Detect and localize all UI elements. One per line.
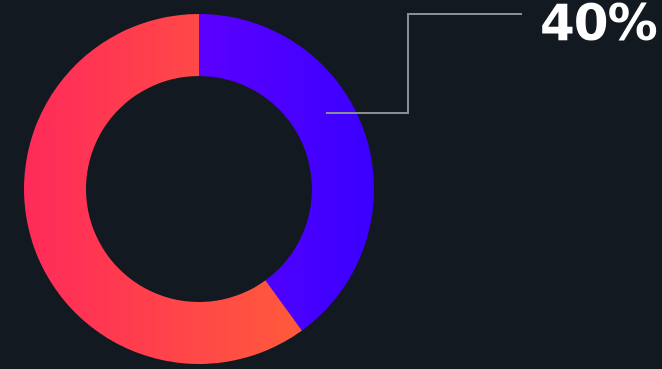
callout-percentage-label: 40% <box>540 0 658 52</box>
callout-leader-line <box>326 13 522 114</box>
donut-slice-1 <box>23 14 302 365</box>
donut-slice-0 <box>199 14 374 331</box>
donut-slices <box>23 14 374 365</box>
